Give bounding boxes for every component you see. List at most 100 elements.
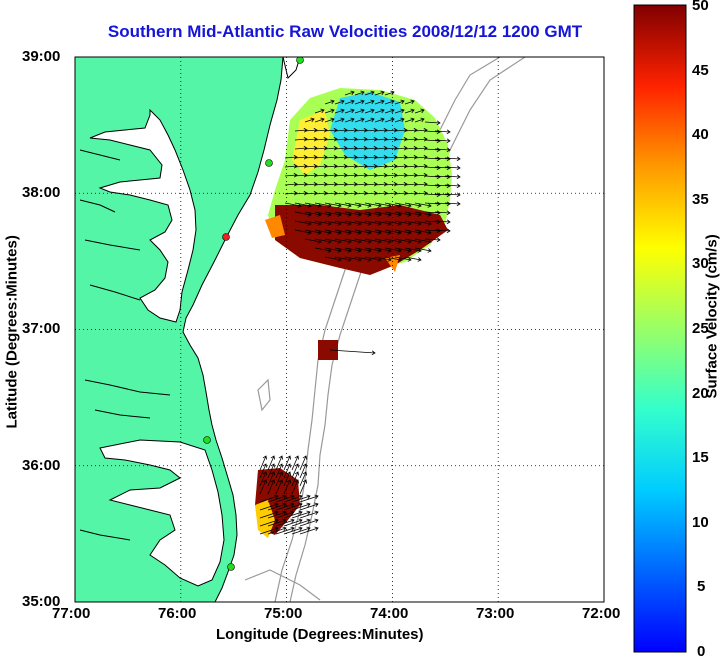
velocity-arrow bbox=[384, 108, 395, 114]
velocity-arrow bbox=[424, 192, 441, 198]
velocity-arrow bbox=[344, 90, 355, 96]
velocity-arrow bbox=[267, 479, 276, 495]
velocity-arrow bbox=[334, 136, 348, 142]
colorbar bbox=[633, 4, 687, 653]
velocity-arrow bbox=[314, 211, 332, 217]
velocity-arrow bbox=[324, 238, 342, 244]
velocity-arrow bbox=[324, 220, 342, 226]
velocity-arrow bbox=[334, 117, 345, 123]
velocity-arrow bbox=[344, 238, 362, 244]
velocity-arrow bbox=[324, 136, 338, 142]
velocity-arrow bbox=[299, 526, 319, 535]
velocity-arrow bbox=[384, 154, 398, 160]
velocity-arrow bbox=[394, 229, 412, 235]
x-tick-label: 77:00 bbox=[52, 605, 91, 622]
velocity-arrow bbox=[275, 479, 284, 495]
velocity-arrow bbox=[414, 108, 425, 114]
velocity-arrow bbox=[314, 154, 328, 160]
velocity-arrow bbox=[283, 479, 292, 495]
velocity-arrow bbox=[434, 165, 451, 171]
velocity-arrow bbox=[304, 163, 318, 169]
velocity-arrow bbox=[394, 145, 408, 151]
velocity-arrow bbox=[404, 238, 422, 244]
velocity-arrow bbox=[267, 502, 287, 511]
velocity-arrow bbox=[334, 211, 352, 217]
velocity-arrow bbox=[354, 220, 372, 226]
velocity-arrow bbox=[354, 127, 368, 133]
velocity-arrow bbox=[374, 172, 388, 178]
velocity-arrow bbox=[394, 136, 408, 142]
velocity-arrow bbox=[284, 202, 302, 208]
velocity-arrow bbox=[291, 455, 300, 471]
velocity-arrow bbox=[304, 202, 322, 208]
velocity-arrow bbox=[294, 229, 312, 235]
velocity-arrow bbox=[384, 127, 398, 133]
velocity-arrow bbox=[364, 127, 378, 133]
velocity-arrow bbox=[324, 145, 338, 151]
velocity-arrow bbox=[294, 220, 312, 226]
velocity-arrow bbox=[354, 108, 365, 114]
velocity-arrow bbox=[374, 181, 388, 187]
velocity-arrow bbox=[424, 174, 441, 180]
colorbar-tick: 30 bbox=[692, 255, 709, 272]
velocity-arrow bbox=[364, 247, 382, 253]
velocity-arrow bbox=[444, 183, 461, 189]
x-tick-label: 73:00 bbox=[476, 605, 515, 622]
velocity-arrow bbox=[314, 172, 328, 178]
velocity-arrow bbox=[314, 229, 332, 235]
velocity-arrow bbox=[434, 138, 451, 144]
velocity-arrow bbox=[374, 136, 388, 142]
velocity-arrow bbox=[394, 211, 412, 217]
chesapeake-bay bbox=[89, 108, 197, 323]
velocity-arrow bbox=[334, 163, 348, 169]
velocity-arrow bbox=[344, 220, 362, 226]
velocity-arrow bbox=[275, 510, 295, 519]
velocity-arrow bbox=[344, 181, 358, 187]
velocity-arrow bbox=[414, 247, 432, 253]
velocity-arrow bbox=[275, 518, 295, 527]
velocity-arrow bbox=[384, 220, 402, 226]
velocity-arrow bbox=[344, 229, 362, 235]
velocity-arrow bbox=[334, 229, 352, 235]
velocity-arrow bbox=[434, 156, 451, 162]
colorbar-tick: 40 bbox=[692, 126, 709, 143]
velocity-arrow bbox=[424, 156, 441, 162]
velocity-arrow bbox=[275, 526, 295, 535]
map-grid bbox=[75, 57, 604, 602]
velocity-arrow bbox=[324, 256, 342, 262]
x-tick-label: 76:00 bbox=[158, 605, 197, 622]
velocity-arrow bbox=[291, 518, 311, 527]
velocity-arrow bbox=[374, 211, 392, 217]
velocity-arrow bbox=[404, 136, 418, 142]
velocity-arrow bbox=[324, 108, 335, 114]
velocity-arrow bbox=[364, 136, 378, 142]
velocity-arrow bbox=[267, 526, 287, 535]
velocity-arrow bbox=[404, 99, 415, 105]
velocity-arrow bbox=[414, 181, 428, 187]
velocity-arrow bbox=[434, 174, 451, 180]
velocity-arrow bbox=[364, 220, 382, 226]
station-marker bbox=[265, 159, 273, 167]
velocity-arrow bbox=[364, 108, 375, 114]
velocity-arrow bbox=[384, 229, 402, 235]
y-tick-label: 38:00 bbox=[22, 184, 61, 201]
velocity-field-mid bbox=[318, 340, 338, 360]
velocity-arrow bbox=[314, 108, 325, 114]
velocity-arrow bbox=[404, 145, 418, 151]
velocity-arrow bbox=[294, 136, 308, 142]
velocity-arrow bbox=[354, 154, 368, 160]
velocity-arrow bbox=[394, 163, 408, 169]
velocity-arrow bbox=[334, 172, 348, 178]
velocity-arrow bbox=[334, 202, 352, 208]
velocity-arrow bbox=[424, 201, 441, 207]
velocity-arrow bbox=[304, 154, 318, 160]
velocity-arrow bbox=[259, 494, 279, 503]
velocity-arrow bbox=[394, 238, 412, 244]
x-tick-label: 75:00 bbox=[264, 605, 303, 622]
x-tick-label: 74:00 bbox=[370, 605, 409, 622]
velocity-arrow bbox=[259, 463, 268, 479]
velocity-arrow bbox=[444, 165, 461, 171]
colorbar-tick: 25 bbox=[692, 320, 709, 337]
velocity-arrow bbox=[414, 163, 428, 169]
